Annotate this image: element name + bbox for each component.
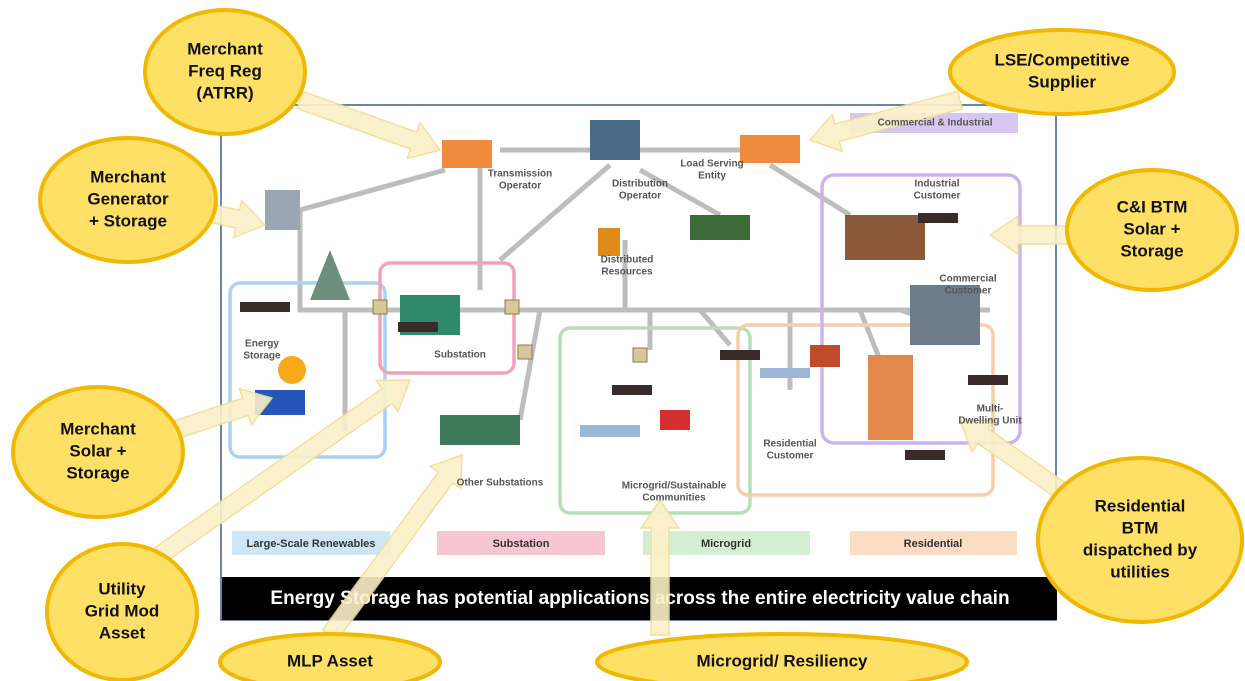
- legend-label: Large-Scale Renewables: [246, 538, 375, 550]
- node-label: Substation: [434, 350, 486, 361]
- callout-text: Asset: [99, 623, 146, 642]
- banner: Energy Storage has potential application…: [270, 588, 1009, 609]
- callout-text: Supplier: [1028, 72, 1096, 91]
- callout-text: Solar +: [1123, 219, 1180, 238]
- callout-text: Generator: [87, 189, 169, 208]
- node-label: Resources: [601, 267, 653, 278]
- callout-text: C&I BTM: [1117, 197, 1188, 216]
- node-label: Transmission: [488, 169, 552, 180]
- node-label: Load Serving: [680, 159, 743, 170]
- callout-text: BTM: [1122, 518, 1159, 537]
- callout-text: Freq Reg: [188, 61, 262, 80]
- node-label: Customer: [767, 451, 814, 462]
- node-label: Commercial: [939, 274, 996, 285]
- node-label: Customer: [914, 191, 961, 202]
- node-label: Distributed: [601, 255, 654, 266]
- callout-text: Merchant: [187, 39, 263, 58]
- callout-text: Storage: [1120, 241, 1183, 260]
- node-label: Dwelling Unit: [958, 416, 1022, 427]
- callout-text: MLP Asset: [287, 651, 373, 670]
- callout-text: dispatched by: [1083, 540, 1198, 559]
- diagram: Energy Storage has potential application…: [0, 0, 1245, 681]
- callout-text: Utility: [98, 579, 146, 598]
- legend-label: Microgrid: [701, 538, 751, 550]
- callout-text: (ATRR): [196, 83, 253, 102]
- callout-text: Merchant: [90, 167, 166, 186]
- node-label: Other Substations: [457, 478, 544, 489]
- node-label: Operator: [499, 181, 541, 192]
- callout-text: + Storage: [89, 211, 167, 230]
- callout-text: utilities: [1110, 562, 1170, 581]
- node-label: Operator: [619, 191, 661, 202]
- callout-text: Storage: [66, 463, 129, 482]
- node-label: Commercial & Industrial: [877, 118, 992, 129]
- node-label: Storage: [243, 351, 281, 362]
- node-label: Communities: [642, 493, 706, 504]
- callout-text: Solar +: [69, 441, 126, 460]
- node-label: Distribution: [612, 179, 668, 190]
- legend-label: Residential: [904, 538, 963, 550]
- node-label: Industrial: [914, 179, 959, 190]
- callout-text: Grid Mod: [85, 601, 160, 620]
- callout-text: Microgrid/ Resiliency: [697, 651, 869, 670]
- legend-label: Substation: [493, 538, 550, 550]
- node-label: Residential: [763, 439, 817, 450]
- callout-text: Merchant: [60, 419, 136, 438]
- callout-text: Residential: [1095, 496, 1186, 515]
- node-label: Customer: [945, 286, 992, 297]
- callout-text: LSE/Competitive: [994, 50, 1129, 69]
- node-label: Multi-: [977, 404, 1004, 415]
- node-label: Entity: [698, 171, 726, 182]
- node-label: Energy: [245, 339, 279, 350]
- node-label: Microgrid/Sustainable: [622, 481, 727, 492]
